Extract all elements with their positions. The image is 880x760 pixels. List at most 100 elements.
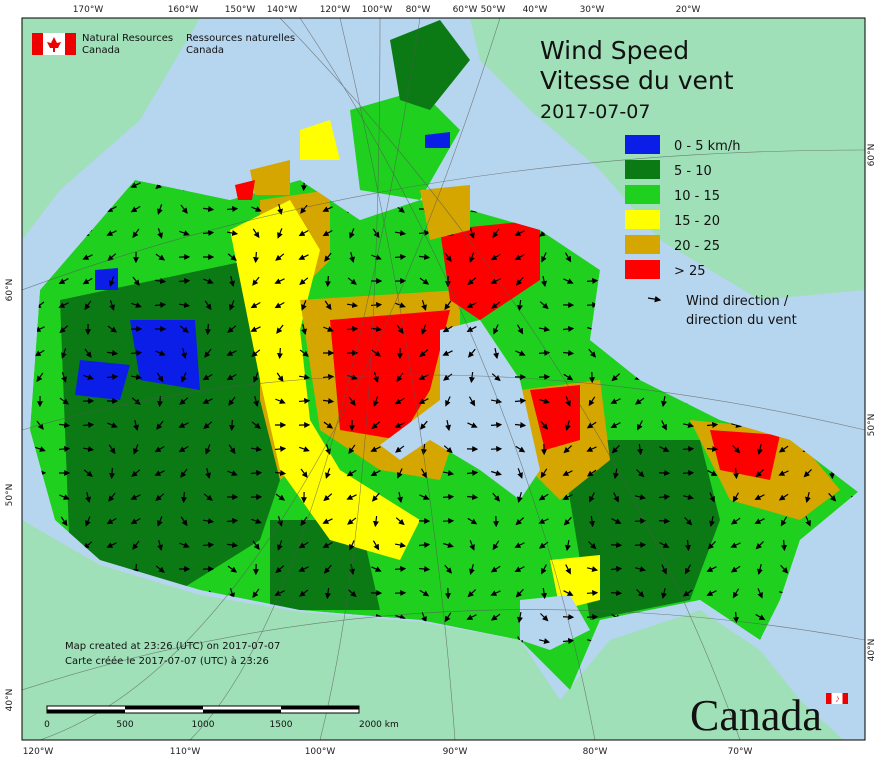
wind-arrow [418, 566, 431, 573]
wind-arrow [778, 445, 789, 453]
wind-arrow [228, 419, 235, 432]
wind-arrow [466, 494, 479, 501]
wind-arrow [371, 492, 380, 502]
wind-arrow [563, 516, 572, 526]
wind-arrow [322, 229, 333, 237]
wind-arrow [661, 564, 667, 575]
wind-arrow [349, 228, 355, 239]
wind-arrow [396, 372, 404, 383]
nrcan-flag [32, 33, 76, 55]
wind-arrow [202, 206, 215, 213]
wind-arrow [707, 470, 718, 477]
wind-arrow [83, 469, 93, 477]
wind-arrow [298, 229, 309, 237]
wind-arrow [563, 373, 574, 381]
wind-arrow [372, 515, 379, 528]
graticule-label: 50°W [481, 5, 506, 15]
wind-arrow [444, 612, 452, 623]
legend-label: direction du vent [686, 313, 797, 328]
wind-arrow [634, 517, 647, 524]
wind-arrow [492, 492, 501, 502]
wind-arrow [682, 469, 695, 476]
wind-arrow [274, 445, 287, 452]
wind-arrow [157, 516, 163, 527]
wind-arrow [106, 230, 117, 236]
legend-swatch [625, 260, 660, 279]
scale-label: 500 [116, 720, 133, 730]
wind-arrow [298, 541, 309, 549]
wind-arrow [180, 204, 188, 214]
wind-arrow [490, 590, 501, 596]
wind-arrow [178, 302, 191, 308]
wind-arrow [828, 492, 837, 502]
legend-arrow [647, 295, 662, 303]
agency-name-fr: Ressources naturelles [186, 33, 295, 44]
wind-arrow [588, 348, 597, 358]
wind-arrow [179, 542, 190, 548]
wind-arrow [250, 469, 263, 476]
wind-arrow [107, 422, 118, 428]
wind-arrow [538, 326, 551, 332]
wind-arrow [467, 589, 477, 598]
wind-arrow [395, 302, 406, 308]
map-frame [21, 17, 866, 741]
wind-arrow [610, 590, 623, 597]
graticule-label: 170°W [73, 5, 104, 15]
graticule-label: 100°W [305, 747, 336, 757]
wind-arrow [36, 372, 44, 383]
wind-arrow [706, 590, 717, 596]
wind-arrow [275, 253, 285, 261]
arctic-island [300, 120, 340, 160]
wind-arrow [58, 422, 71, 429]
wind-arrow [731, 422, 742, 428]
wind-arrow [132, 276, 140, 286]
wind-arrow [445, 419, 451, 432]
wind-arrow [131, 469, 141, 477]
wind-arrow [133, 420, 139, 432]
wind-arrow [154, 278, 167, 285]
wind-arrow [562, 470, 573, 476]
wind-arrow [346, 302, 359, 308]
wind-arrow [562, 494, 573, 500]
wind-arrow [541, 275, 547, 288]
wind-arrow [180, 468, 188, 478]
wind-arrow [685, 539, 692, 552]
wind-arrow [684, 516, 693, 526]
wind-arrow [251, 518, 262, 524]
graticule-label: 50°N [5, 484, 15, 507]
wind-arrow [803, 469, 812, 478]
wind-arrow [203, 278, 214, 284]
wind-arrow [35, 446, 46, 452]
wind-arrow [418, 398, 429, 405]
wind-arrow [682, 589, 693, 597]
wind-arrow [396, 324, 404, 334]
arctic-island [425, 132, 450, 148]
wind-arrow [373, 396, 379, 407]
wind-arrow [467, 422, 478, 428]
wind-arrow [443, 542, 454, 548]
wind-arrow [298, 374, 311, 380]
wind-arrow [611, 518, 622, 524]
wind-arrow [490, 421, 503, 428]
wind-arrow [732, 444, 741, 454]
graticule-label: 120°W [23, 747, 54, 757]
wind-arrow [106, 517, 117, 525]
wind-arrow [227, 325, 237, 333]
wind-arrow [754, 494, 765, 500]
wind-arrow [108, 492, 116, 502]
wind-arrow [131, 397, 141, 405]
wind-arrow [444, 564, 453, 574]
wind-arrow [394, 565, 407, 572]
wind-arrow [515, 588, 524, 598]
wind-arrow [515, 445, 526, 453]
wind-arrow [106, 206, 117, 213]
wind-arrow [466, 326, 477, 333]
wind-arrow [469, 252, 475, 263]
wind-arrow [275, 493, 286, 501]
wind-arrow [299, 589, 309, 597]
wind-arrow [324, 275, 331, 288]
graticule-label: 110°W [170, 747, 201, 757]
wind-arrow [755, 541, 764, 550]
legend-label: 0 - 5 km/h [674, 139, 740, 154]
